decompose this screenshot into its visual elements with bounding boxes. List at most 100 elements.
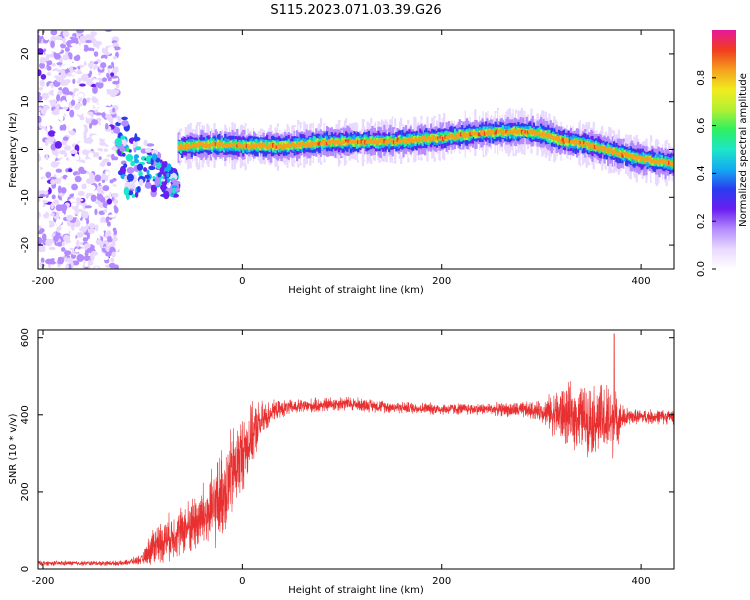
heatmap-cell xyxy=(579,140,582,145)
heatmap-cell xyxy=(70,43,77,47)
heatmap-cell xyxy=(61,197,66,202)
heatmap-cell xyxy=(538,132,542,136)
heatmap-cell xyxy=(90,119,99,126)
heatmap-cell xyxy=(583,140,586,145)
heatmap-cell xyxy=(341,141,344,145)
heatmap-cell xyxy=(303,143,306,148)
heatmap-cell xyxy=(39,79,45,87)
heatmap-cell xyxy=(233,142,236,147)
heatmap-cell xyxy=(452,134,455,140)
heatmap-cell xyxy=(109,179,114,184)
heatmap-cell xyxy=(62,65,68,70)
heatmap-cell xyxy=(276,144,280,149)
heatmap-cell xyxy=(78,210,82,219)
heatmap-cell xyxy=(125,153,134,162)
heatmap-cell xyxy=(490,130,494,138)
heatmap-cell xyxy=(123,186,130,196)
heatmap-cell xyxy=(75,218,80,225)
heatmap-cell xyxy=(104,107,110,114)
heatmap-cell xyxy=(66,242,72,249)
heatmap-cell xyxy=(345,139,348,146)
heatmap-cell xyxy=(220,141,223,147)
heatmap-cell xyxy=(354,140,357,145)
heatmap-cell xyxy=(38,111,41,117)
heatmap-cell xyxy=(512,129,515,134)
heatmap-cell xyxy=(300,141,303,146)
heatmap-cell xyxy=(70,99,76,106)
heatmap-cell xyxy=(53,53,61,60)
heatmap-cell xyxy=(46,65,52,71)
heatmap-cell xyxy=(419,137,422,142)
heatmap-cell xyxy=(583,141,586,148)
heatmap-cell xyxy=(106,162,112,167)
heatmap-cell xyxy=(671,162,674,167)
x-tick-label: 400 xyxy=(632,276,651,287)
heatmap-cell xyxy=(409,137,412,142)
heatmap-cell xyxy=(601,148,604,152)
heatmap-cell xyxy=(603,145,606,150)
heatmap-cell xyxy=(281,141,284,149)
heatmap-cell xyxy=(111,89,120,94)
heatmap-cell xyxy=(94,112,103,116)
heatmap-cell xyxy=(414,136,417,141)
heatmap-cell xyxy=(342,140,345,144)
heatmap-cell xyxy=(455,132,458,137)
heatmap-cell xyxy=(82,213,88,219)
heatmap-cell xyxy=(38,216,46,220)
heatmap-cell xyxy=(427,135,430,141)
heatmap-cell xyxy=(470,130,473,135)
heatmap-cell xyxy=(239,142,242,147)
x-tick-label: 400 xyxy=(632,576,651,587)
heatmap-cell xyxy=(635,156,638,161)
heatmap-cell xyxy=(456,135,459,140)
heatmap-cell xyxy=(194,142,197,148)
heatmap-cell xyxy=(439,135,442,139)
heatmap-cell xyxy=(83,243,91,249)
heatmap-cell xyxy=(105,171,110,176)
heatmap-cell xyxy=(90,83,97,88)
heatmap-cell xyxy=(76,162,85,166)
heatmap-cell xyxy=(653,158,656,164)
heatmap-cell xyxy=(651,159,654,164)
heatmap-cell xyxy=(428,138,431,142)
heatmap-cell xyxy=(76,197,81,203)
heatmap-cell xyxy=(65,157,70,161)
heatmap-cell xyxy=(334,139,337,144)
heatmap-cell xyxy=(115,84,120,89)
heatmap-cell xyxy=(406,138,409,144)
heatmap-cell xyxy=(563,138,567,143)
heatmap-cell xyxy=(84,249,89,257)
heatmap-cell xyxy=(390,138,393,142)
heatmap-cell xyxy=(54,148,59,157)
heatmap-cell xyxy=(548,134,551,139)
heatmap-cell xyxy=(114,137,122,147)
heatmap-cell xyxy=(98,156,102,161)
heatmap-cell xyxy=(575,141,579,145)
heatmap-cell xyxy=(93,51,99,57)
heatmap-cell xyxy=(416,135,420,142)
heatmap-cell xyxy=(60,203,68,212)
heatmap-cell xyxy=(46,124,51,132)
heatmap-cell xyxy=(74,104,80,110)
heatmap-cell xyxy=(72,78,76,85)
heatmap-cell xyxy=(386,140,390,145)
heatmap-cell xyxy=(313,142,317,146)
heatmap-cell xyxy=(103,89,107,96)
heatmap-cell xyxy=(105,141,113,145)
heatmap-cell xyxy=(567,139,570,143)
heatmap-cell xyxy=(547,132,550,137)
heatmap-cell xyxy=(261,142,264,148)
heatmap-cell xyxy=(529,129,532,134)
heatmap-cell xyxy=(484,131,488,135)
heatmap-cell xyxy=(666,159,670,164)
heatmap-cell xyxy=(455,133,458,141)
y-tick-label: 20 xyxy=(20,48,31,61)
heatmap-cell xyxy=(404,138,408,144)
heatmap-cell xyxy=(331,139,335,144)
heatmap-cell xyxy=(242,144,245,148)
heatmap-cell xyxy=(377,140,380,145)
y-tick-label: 400 xyxy=(20,405,31,424)
heatmap-cell xyxy=(329,141,332,145)
heatmap-cell xyxy=(44,208,52,213)
